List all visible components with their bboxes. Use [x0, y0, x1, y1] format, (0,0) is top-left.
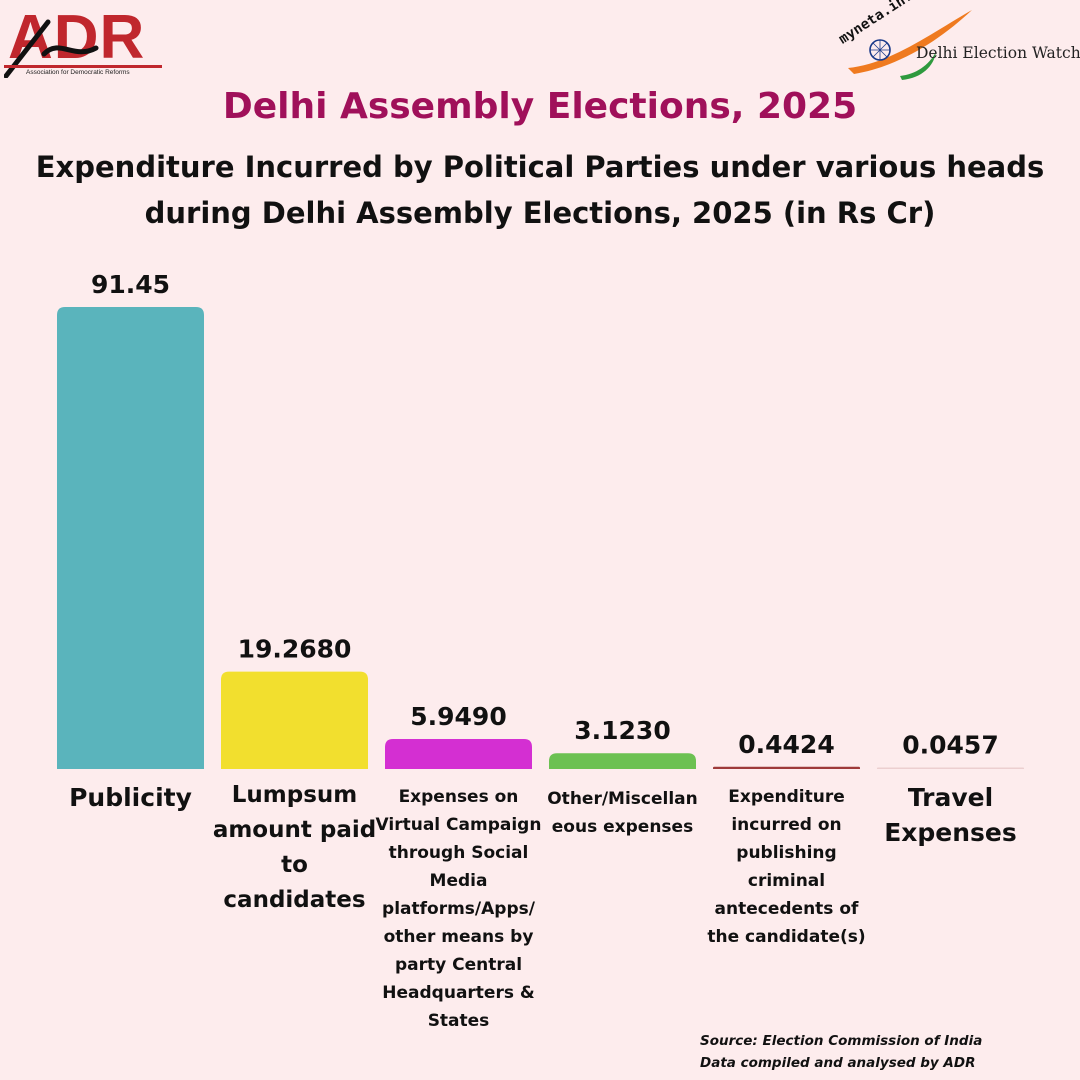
bar-0 [57, 307, 204, 769]
data-label-0: 91.45 [91, 270, 170, 299]
source-line1: Source: Election Commission of India [700, 1033, 983, 1049]
category-label-2: Expenses on Virtual Campaign through Soc… [375, 787, 542, 1031]
category-label-4: Expenditure incurred on publishing crimi… [707, 787, 866, 947]
flag-swoosh-icon [848, 10, 972, 80]
adr-logo: ADR Association for Democratic Reforms [4, 3, 168, 78]
category-label-0: Publicity [69, 783, 192, 812]
bar-5 [877, 767, 1024, 769]
category-label-5: Travel Expenses [884, 783, 1017, 847]
chart-subtitle-line2: during Delhi Assembly Elections, 2025 (i… [144, 196, 936, 230]
data-label-1: 19.2680 [238, 635, 352, 664]
myneta-logo: myneta.info Delhi Election Watch [830, 0, 1080, 84]
chart-subtitle-line1: Expenditure Incurred by Political Partie… [35, 150, 1045, 184]
category-label-1: Lumpsum amount paid to candidates [212, 782, 377, 913]
data-label-5: 0.0457 [902, 731, 998, 760]
bar-1 [221, 671, 368, 769]
bar-3 [549, 753, 696, 769]
data-label-3: 3.1230 [574, 716, 670, 745]
source-line2: Data compiled and analysed by ADR [700, 1055, 976, 1071]
myneta-tagline: Delhi Election Watch [916, 44, 1080, 62]
bar-4 [713, 766, 860, 769]
data-label-4: 0.4424 [738, 730, 834, 759]
adr-logo-tagline: Association for Democratic Reforms [26, 69, 130, 76]
page-title: Delhi Assembly Elections, 2025 [222, 86, 858, 127]
source-note: Source: Election Commission of India Dat… [700, 1030, 1072, 1074]
data-label-2: 5.9490 [410, 702, 506, 731]
category-label-3: Other/Miscellan eous expenses [547, 789, 698, 837]
adr-swoosh-icon [4, 19, 162, 78]
chart-subtitle: Expenditure Incurred by Political Partie… [0, 144, 1080, 236]
bar-2 [385, 738, 532, 769]
adr-logo-wordmark: ADR [8, 3, 146, 72]
